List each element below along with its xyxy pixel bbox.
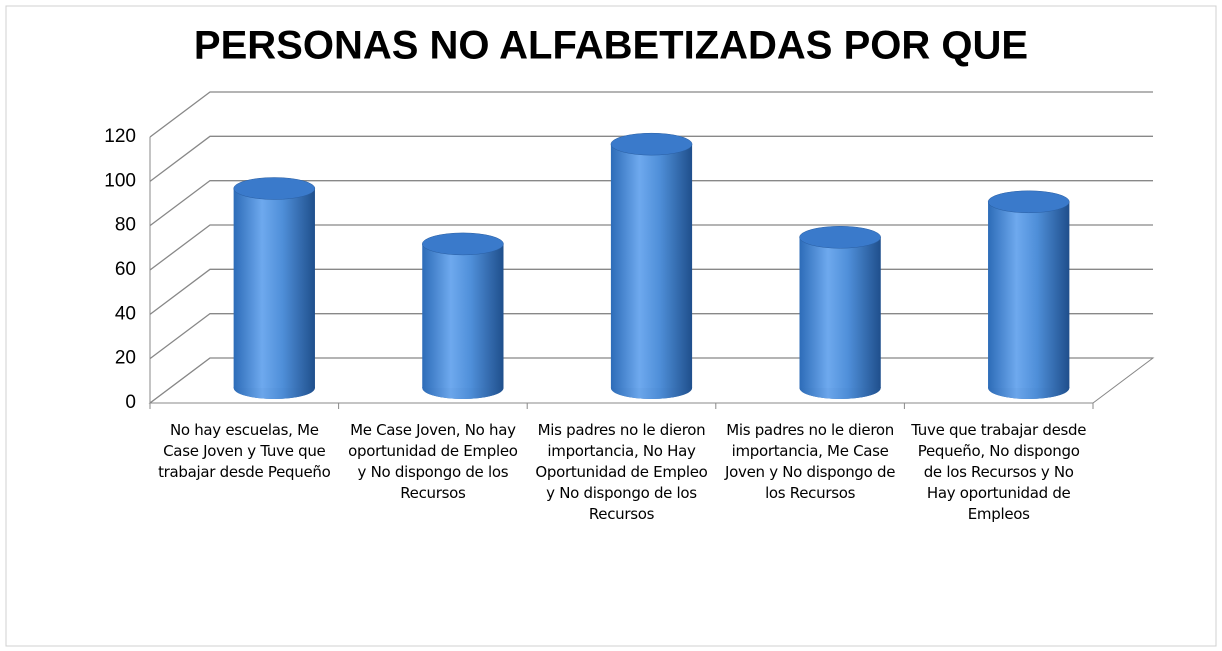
grid-line xyxy=(149,91,1153,138)
y-tick-label: 80 xyxy=(115,215,136,236)
bar-top xyxy=(799,226,881,249)
grid-line xyxy=(149,135,1153,182)
bar-top xyxy=(233,177,316,200)
bar-body xyxy=(799,237,881,388)
x-tick-label: Tuve que trabajar desde Pequeño, No disp… xyxy=(911,421,1087,523)
y-tick-label: 100 xyxy=(104,170,136,191)
bar-body xyxy=(233,188,315,388)
y-tick-label: 40 xyxy=(115,303,136,324)
x-tick-label: Me Case Joven, No hay oportunidad de Emp… xyxy=(348,421,518,502)
bar-body xyxy=(610,144,693,388)
x-tick-label: No hay escuelas, Me Case Joven y Tuve qu… xyxy=(158,421,331,481)
grid-line xyxy=(149,180,1153,227)
y-tick-label: 0 xyxy=(125,392,136,413)
grid-line xyxy=(149,224,1153,271)
bar-body xyxy=(988,201,1070,388)
y-tick-label: 60 xyxy=(115,259,136,280)
bar-top xyxy=(422,232,504,256)
y-tick-label: 120 xyxy=(104,126,136,147)
bar-body xyxy=(422,243,504,388)
y-tick-label: 20 xyxy=(115,348,136,369)
x-tick-label: Mis padres no le dieron importancia, No … xyxy=(535,421,708,523)
chart-title: PERSONAS NO ALFABETIZADAS POR QUE xyxy=(194,24,1028,68)
bar-top xyxy=(610,132,693,156)
bar-top xyxy=(987,190,1070,214)
x-tick-label: Mis padres no le dieron importancia, Me … xyxy=(725,421,896,502)
